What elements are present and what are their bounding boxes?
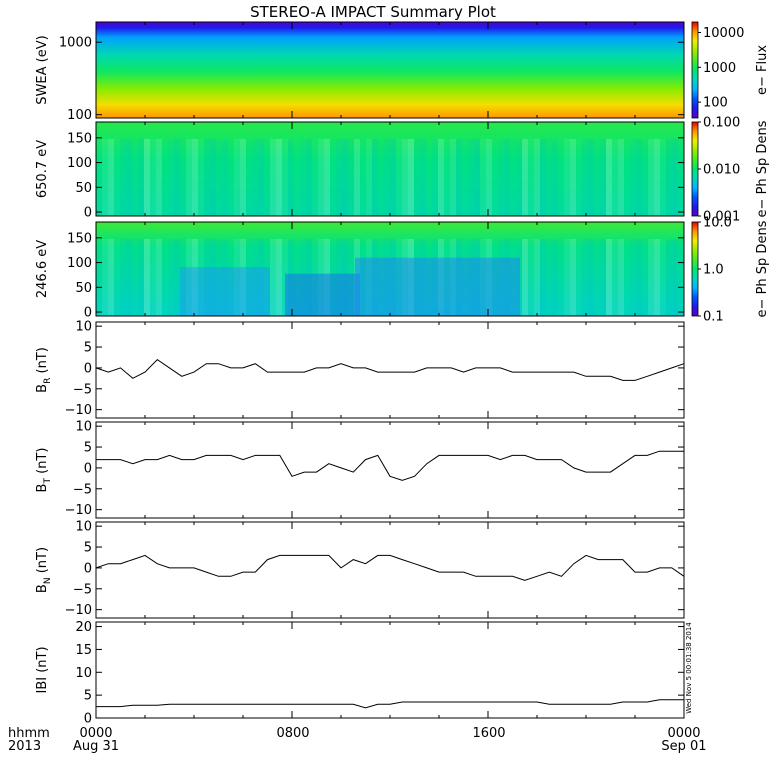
y-tick-label: 0 — [84, 561, 92, 576]
panel-1: 0 50 100 150 650.7 eV 0.001 0.010 0.100 e− Ph Sp… — [35, 116, 770, 225]
y-axis-label: BR (nT) — [35, 347, 53, 393]
y-tick-label: 0 — [84, 461, 92, 476]
panel-frame — [95, 321, 685, 419]
colorbar-tick-label: 100 — [703, 96, 728, 111]
footer-tick-time: 0000 — [667, 726, 700, 741]
panel-6: 0 5 10 15 20 IBI (nT) — [35, 620, 685, 727]
y-tick-label: −10 — [65, 503, 92, 518]
y-tick-label: −10 — [65, 603, 92, 618]
y-tick-label: 1000 — [59, 36, 92, 51]
y-tick-label: 5 — [84, 341, 92, 356]
y-tick-label: 5 — [84, 441, 92, 456]
colorbar-tick-label: 1.0 — [703, 263, 724, 278]
y-tick-label: 15 — [75, 643, 92, 658]
panel-frame — [95, 421, 685, 519]
y-tick-label: 100 — [67, 156, 92, 171]
colorbar-tick-label: 0.001 — [703, 210, 740, 225]
y-tick-label: −5 — [73, 482, 92, 497]
y-tick-label: 20 — [75, 620, 92, 635]
colorbar — [691, 21, 699, 119]
panel-3: −10 −5 0 5 10 BR (nT) — [35, 320, 685, 419]
footer-tick-time: 0800 — [276, 726, 309, 741]
panel-2: 0 50 100 150 246.6 eV 0.1 1.0 10.0 e− Ph Sp Dens — [35, 216, 770, 325]
spectrogram — [96, 22, 684, 118]
colorbar-tick-label: 0.1 — [703, 310, 724, 325]
y-axis-label: BT (nT) — [35, 448, 53, 493]
y-tick-label: 10 — [75, 520, 92, 535]
footer-tick-time: 1600 — [472, 726, 505, 741]
y-axis-label: BN (nT) — [35, 547, 53, 593]
y-tick-label: −5 — [73, 382, 92, 397]
colorbar — [691, 221, 699, 317]
x-tick-marks — [95, 522, 685, 618]
panel-frame — [95, 521, 685, 619]
x-tick-marks — [95, 322, 685, 418]
x-tick-marks — [95, 422, 685, 518]
x-tick-marks — [95, 622, 685, 718]
spectrogram-texture — [102, 138, 684, 216]
x-tick-marks — [95, 122, 685, 216]
y-tick-label: 0 — [84, 712, 92, 727]
y-tick-label: 0 — [84, 306, 92, 321]
footer-year-label: 2013 — [8, 739, 41, 754]
y-tick-label: −5 — [73, 582, 92, 597]
panel-frame — [95, 621, 685, 719]
y-axis-label: 246.6 eV — [35, 240, 50, 298]
y-tick-label: 100 — [67, 108, 92, 123]
colorbar-tick-label: 1000 — [703, 61, 736, 76]
colorbar-tick-label: 0.100 — [703, 116, 740, 131]
footer-tick-date: Sep 01 — [661, 739, 706, 754]
colorbar-label: e− Ph Sp Dens — [755, 120, 770, 217]
panel-4: −10 −5 0 5 10 BT (nT) — [35, 420, 685, 519]
spectrogram — [96, 122, 684, 216]
y-tick-label: 150 — [67, 131, 92, 146]
y-tick-label: 100 — [67, 256, 92, 271]
chart-title: STEREO-A IMPACT Summary Plot — [250, 3, 496, 21]
y-tick-label: 5 — [84, 689, 92, 704]
y-tick-label: 0 — [84, 361, 92, 376]
y-tick-label: 5 — [84, 541, 92, 556]
series-line — [95, 554, 685, 581]
y-tick-label: 0 — [84, 206, 92, 221]
panel-5: −10 −5 0 5 10 BN (nT) — [35, 520, 685, 619]
y-tick-label: 10 — [75, 320, 92, 335]
y-axis-label: SWEA (eV) — [35, 35, 50, 104]
series-line — [95, 358, 685, 381]
time-axis-footer: hhmm 2013 0000 Aug 31 0800 1600 0000 Sep… — [8, 726, 707, 754]
x-tick-marks — [95, 22, 685, 118]
footer-tick-date: Aug 31 — [73, 739, 119, 754]
footer-tick-time: 0000 — [79, 726, 112, 741]
series-line — [96, 450, 684, 481]
y-tick-label: −10 — [65, 403, 92, 418]
colorbar-tick-label: 10000 — [703, 26, 744, 41]
y-tick-label: 10 — [75, 420, 92, 435]
footer-hhmm-label: hhmm — [8, 726, 50, 741]
y-tick-label: 50 — [75, 281, 92, 296]
colorbar-tick-label: 10.0 — [703, 216, 732, 231]
y-axis-label: IBI (nT) — [35, 646, 50, 693]
y-tick-label: 50 — [75, 181, 92, 196]
colorbar-label: e− Flux — [755, 45, 770, 95]
series-line — [96, 699, 684, 709]
colorbar-label: e− Ph Sp Dens — [755, 220, 770, 317]
colorbar-tick-label: 0.010 — [703, 163, 740, 178]
spectrogram-texture — [102, 238, 684, 316]
panel-0: 100 1000 SWEA (eV) 100 1000 10000 e− Flux — [35, 21, 770, 123]
colorbar — [691, 121, 699, 217]
y-tick-label: 10 — [75, 666, 92, 681]
y-axis-label: 650.7 eV — [35, 140, 50, 198]
timestamp-stamp: Wed Nov 5 00:01:38 2014 — [685, 622, 693, 714]
y-tick-label: 150 — [67, 231, 92, 246]
